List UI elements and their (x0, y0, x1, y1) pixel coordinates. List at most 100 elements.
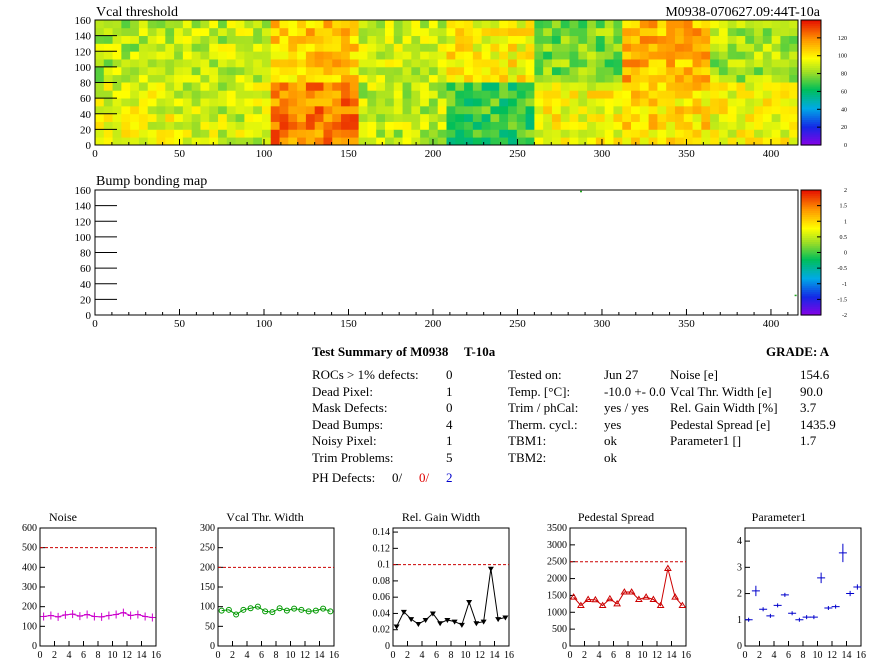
heat-cell (516, 90, 526, 99)
heat-cell (138, 129, 149, 138)
heat-cell (789, 43, 799, 52)
heat-cell (727, 51, 737, 60)
map2-colorbar-cell (801, 212, 821, 216)
heat-cell (200, 51, 210, 60)
heat-cell (490, 66, 500, 76)
heat-cell (639, 105, 650, 115)
heat-cell (499, 98, 509, 107)
heat-cell (701, 74, 711, 83)
heat-cell (464, 98, 474, 107)
heat-cell (226, 74, 236, 83)
heat-cell (402, 59, 412, 68)
roc-block (534, 20, 623, 83)
heat-cell (112, 51, 122, 60)
data-point (127, 611, 134, 620)
data-point (437, 621, 444, 627)
heat-cell (138, 35, 149, 44)
heat-cell (103, 66, 113, 76)
ph-defects-value-2: 0/ (419, 470, 430, 485)
heat-cell (349, 35, 360, 44)
heat-cell (754, 43, 764, 52)
heat-cell (446, 121, 456, 130)
heat-cell (367, 35, 377, 44)
heat-cell (226, 27, 236, 37)
map1-colorbar-cell (801, 26, 821, 29)
map2-y-tick-label: 160 (75, 185, 92, 197)
heat-cell (710, 27, 720, 37)
map1-y-tick-label: 100 (75, 62, 92, 74)
heat-cell (543, 59, 553, 68)
heat-cell (455, 59, 465, 68)
heat-cell (253, 20, 263, 29)
heat-cell (613, 43, 623, 52)
heat-cell (639, 20, 650, 29)
heat-cell (138, 113, 149, 122)
heat-cell (736, 98, 746, 107)
heat-cell (428, 129, 439, 138)
heat-cell (182, 43, 193, 52)
heat-cell (657, 113, 667, 122)
heat-cell (147, 129, 157, 138)
map2-colorbar-cell (801, 267, 821, 270)
map2-colorbar-label: 0.5 (840, 235, 848, 241)
heat-cell (332, 51, 342, 60)
heat-cell (323, 121, 333, 130)
heat-cell (508, 90, 518, 99)
heat-cell (332, 82, 342, 91)
heat-cell (490, 82, 500, 91)
heat-cell (332, 27, 342, 37)
vcal-width-plot-x-tick-label: 8 (274, 650, 279, 661)
heat-cell (349, 121, 360, 130)
heat-cell (745, 51, 755, 60)
heat-cell (710, 137, 720, 146)
data-point (809, 615, 818, 620)
heat-cell (666, 129, 676, 138)
heat-cell (736, 35, 746, 44)
heat-cell (165, 137, 175, 146)
heat-cell (341, 113, 351, 122)
heat-cell (279, 90, 289, 99)
map1-y-tick-label: 0 (86, 140, 92, 152)
map1-colorbar-cell (801, 109, 821, 113)
pedestal-plot-x-tick-label: 16 (681, 650, 691, 661)
data-point (795, 617, 804, 622)
heat-cell (789, 51, 799, 60)
heat-cell (762, 27, 773, 37)
heat-cell (323, 20, 333, 29)
heat-cell (516, 43, 526, 52)
heat-cell (209, 51, 219, 60)
heat-cell (420, 43, 430, 52)
heat-cell (112, 137, 122, 146)
heat-cell (420, 27, 430, 37)
heat-cell (551, 129, 562, 138)
heat-cell (551, 59, 562, 68)
heat-cell (587, 66, 597, 76)
defect-value: 1 (446, 433, 453, 449)
data-point (773, 603, 782, 608)
heat-cell (639, 98, 650, 107)
gain-width-plot-y-tick-label: 0.12 (373, 543, 391, 554)
heat-cell (332, 90, 342, 99)
heat-cell (551, 137, 562, 146)
heat-cell (455, 27, 465, 37)
defect-value: 0 (446, 400, 453, 416)
heat-cell (543, 137, 553, 146)
heat-cell (261, 121, 272, 130)
heat-cell (279, 113, 289, 122)
map2-colorbar-cell (801, 190, 821, 193)
noise-plot-x-tick-label: 2 (52, 650, 57, 661)
heat-cell (384, 121, 395, 130)
heat-cell (560, 137, 570, 146)
map2-colorbar-cell (801, 269, 821, 272)
heat-cell (138, 121, 149, 130)
map1-colorbar-cell (801, 65, 821, 69)
heat-cell (701, 90, 711, 99)
heat-cell (499, 74, 509, 83)
data-point (76, 612, 83, 621)
gain-width-plot-frame (392, 527, 510, 647)
heat-cell (508, 98, 518, 107)
defect-value: 1 (446, 383, 453, 399)
heat-cell (411, 51, 421, 60)
heat-cell (631, 113, 641, 122)
heat-cell (464, 74, 474, 83)
